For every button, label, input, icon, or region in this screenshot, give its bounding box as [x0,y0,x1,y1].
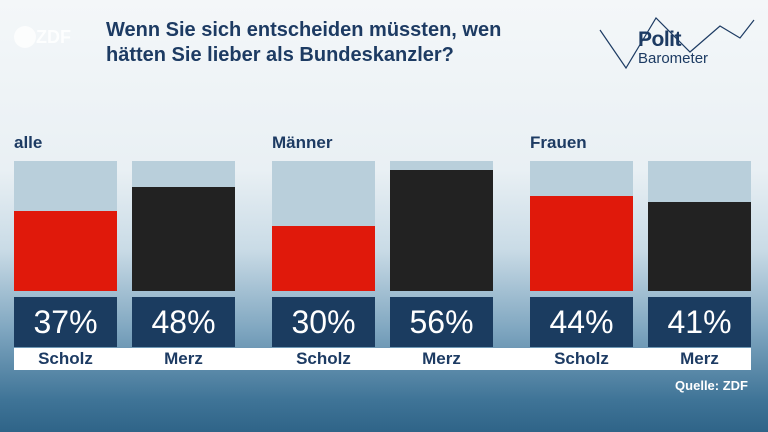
bar-background [132,161,235,291]
group-label-1: Männer [272,133,333,152]
chart-title-line-2: hätten Sie lieber als Bundeskanzler? [106,44,454,66]
group-label-2: Frauen [530,133,587,152]
bar-scholz [530,196,633,291]
source-label: Quelle: ZDF [675,378,748,393]
group-label-0: alle [14,133,43,152]
chart-title: Wenn Sie sich entscheiden müssten, wen h… [106,18,586,68]
data-label: 37% [14,297,117,347]
politbarometer-zigzag-icon [599,17,755,70]
bar-scholz [14,211,117,291]
bar-background [530,161,633,291]
candidate-label: Merz [648,348,751,370]
data-label: 41% [648,297,751,347]
data-label: 56% [390,297,493,347]
zdf-logo: ZDF [14,24,78,52]
candidate-label: Scholz [530,348,633,370]
politbarometer-logo: Polit Barometer [598,12,758,72]
data-label: 30% [272,297,375,347]
data-label: 44% [530,297,633,347]
bar-merz [648,202,751,291]
bar-merz [390,170,493,291]
bar-background [272,161,375,291]
data-label: 48% [132,297,235,347]
bar-background [390,161,493,291]
candidate-label: Scholz [272,348,375,370]
bar-background [14,161,117,291]
chart-title-line-1: Wenn Sie sich entscheiden müssten, wen [106,19,502,41]
name-strip [14,348,751,370]
zdf-logo-icon [14,26,36,48]
candidate-label: Merz [390,348,493,370]
bar-background [648,161,751,291]
bar-merz [132,187,235,291]
zdf-logo-text: ZDF [36,27,71,47]
candidate-label: Merz [132,348,235,370]
brand-line-1: Polit [638,28,682,51]
candidate-label: Scholz [14,348,117,370]
brand-line-2: Barometer [638,50,709,67]
bar-scholz [272,226,375,291]
